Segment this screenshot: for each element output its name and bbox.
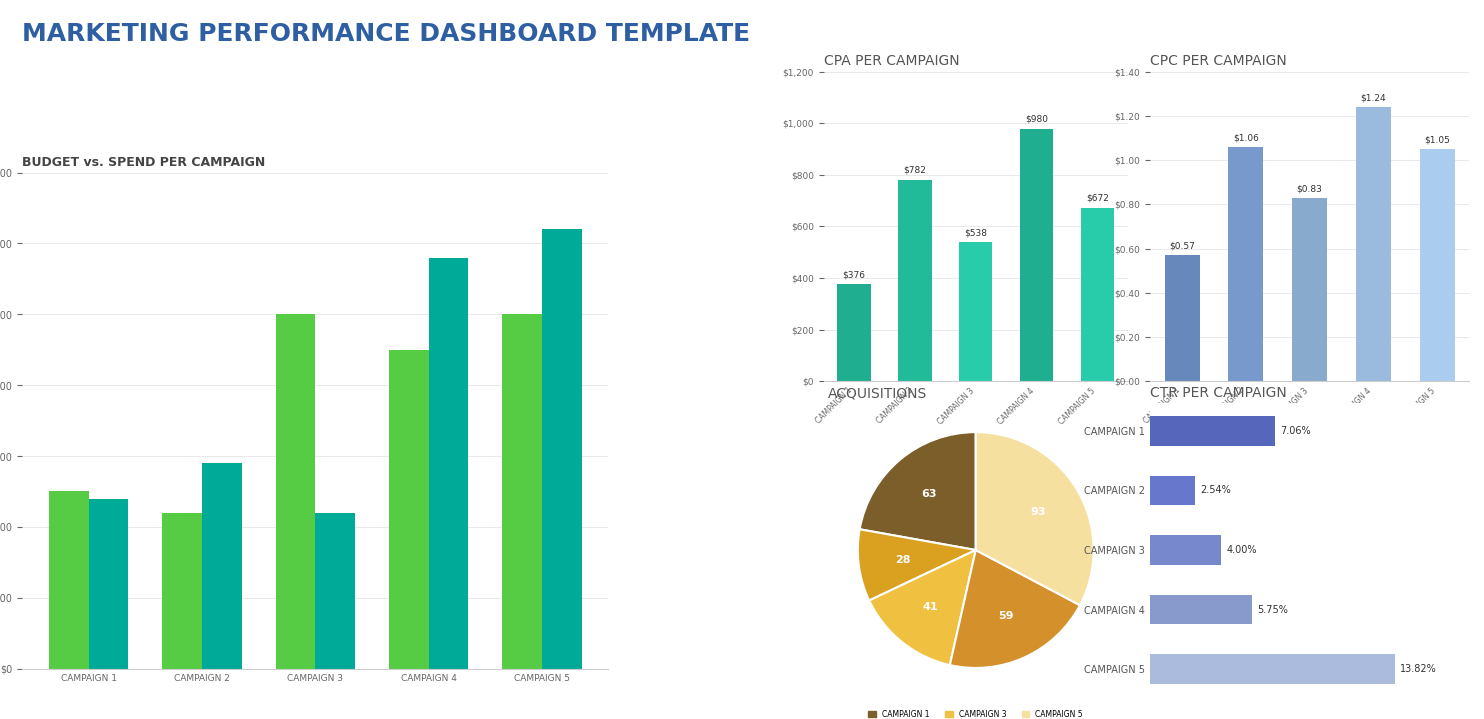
- Text: 284: 284: [696, 214, 736, 233]
- Text: $187,926: $187,926: [64, 134, 172, 155]
- Bar: [162, 513, 202, 669]
- Text: $980: $980: [1025, 114, 1048, 124]
- Text: 5.75%: 5.75%: [1257, 605, 1288, 615]
- Bar: [1150, 416, 1275, 446]
- Text: 13.82%: 13.82%: [1401, 664, 1437, 674]
- Text: CLICKS: CLICKS: [696, 362, 736, 372]
- Text: 2.54%: 2.54%: [1201, 485, 1232, 495]
- Bar: [1020, 129, 1054, 381]
- Bar: [1420, 150, 1454, 381]
- Text: 2668.71%: 2668.71%: [669, 664, 763, 682]
- Bar: [1080, 208, 1114, 381]
- Bar: [959, 242, 993, 381]
- Text: $0.57: $0.57: [1169, 242, 1195, 251]
- Text: 59: 59: [999, 611, 1014, 621]
- Text: ACQUISITIONS: ACQUISITIONS: [677, 183, 755, 193]
- Text: TOTAL SPEND: TOTAL SPEND: [77, 95, 159, 105]
- Text: 63: 63: [922, 489, 936, 499]
- Text: $0.83: $0.83: [1297, 184, 1322, 193]
- Text: 7.06%: 7.06%: [1281, 426, 1312, 436]
- Text: CLICK THROUGH RATE: CLICK THROUGH RATE: [660, 453, 772, 462]
- Text: -$12,074: -$12,074: [462, 134, 564, 155]
- Wedge shape: [976, 432, 1094, 605]
- Bar: [1165, 255, 1199, 381]
- Text: $662: $662: [692, 305, 741, 323]
- Bar: [89, 498, 128, 669]
- Text: 4.00%: 4.00%: [1226, 545, 1257, 555]
- Bar: [389, 349, 429, 669]
- Bar: [1293, 198, 1327, 381]
- Text: 5.89%: 5.89%: [684, 485, 748, 503]
- Text: 3,310,767: 3,310,767: [662, 124, 770, 143]
- Text: 93: 93: [1030, 508, 1046, 517]
- Bar: [429, 257, 469, 669]
- Text: CPA PER CAMPAIGN: CPA PER CAMPAIGN: [824, 54, 959, 68]
- Bar: [1229, 147, 1263, 381]
- Text: 41: 41: [922, 602, 938, 612]
- Wedge shape: [858, 529, 976, 600]
- Bar: [542, 229, 582, 669]
- Text: $672: $672: [1086, 194, 1109, 203]
- Text: CPC PER CAMPAIGN: CPC PER CAMPAIGN: [1150, 54, 1287, 68]
- Text: BUDGET vs. SPEND PER CAMPAIGN: BUDGET vs. SPEND PER CAMPAIGN: [22, 155, 266, 169]
- Bar: [1150, 595, 1252, 625]
- Text: $1.06: $1.06: [1233, 134, 1258, 142]
- Bar: [316, 513, 355, 669]
- Text: ACQUISITIONS: ACQUISITIONS: [828, 386, 928, 400]
- Text: $538: $538: [965, 229, 987, 237]
- Text: +  /  -: + / -: [497, 95, 528, 105]
- Bar: [276, 314, 316, 669]
- Bar: [898, 180, 932, 381]
- Text: 195,151: 195,151: [675, 395, 757, 413]
- Text: $1.05: $1.05: [1425, 136, 1450, 145]
- Bar: [503, 314, 542, 669]
- Bar: [49, 492, 89, 669]
- Text: $1.24: $1.24: [1361, 93, 1386, 103]
- Text: COST PER ACQUISITION: COST PER ACQUISITION: [656, 273, 776, 282]
- Legend: CAMPAIGN 1, CAMPAIGN 2, CAMPAIGN 3, CAMPAIGN 4, CAMPAIGN 5: CAMPAIGN 1, CAMPAIGN 2, CAMPAIGN 3, CAMP…: [865, 707, 1086, 719]
- Wedge shape: [950, 550, 1080, 668]
- Text: CTR PER CAMPAIGN: CTR PER CAMPAIGN: [1150, 386, 1287, 400]
- Text: COST PER CLICK: COST PER CLICK: [671, 543, 761, 552]
- Bar: [1150, 654, 1395, 684]
- Wedge shape: [870, 550, 976, 665]
- Text: OVERALL ROI: OVERALL ROI: [680, 633, 752, 643]
- Bar: [1150, 535, 1221, 565]
- Bar: [1356, 107, 1391, 381]
- Bar: [202, 463, 242, 669]
- Text: IMPRESSIONS: IMPRESSIONS: [678, 93, 754, 103]
- Text: MARKETING PERFORMANCE DASHBOARD TEMPLATE: MARKETING PERFORMANCE DASHBOARD TEMPLATE: [22, 22, 751, 45]
- Text: TOTAL BUDGET: TOTAL BUDGET: [272, 95, 359, 105]
- Bar: [1150, 475, 1195, 505]
- Text: $376: $376: [843, 270, 865, 279]
- Text: $0.96: $0.96: [687, 574, 745, 592]
- Text: $200,000: $200,000: [261, 134, 370, 155]
- Wedge shape: [859, 432, 976, 550]
- Bar: [837, 284, 871, 381]
- Text: 28: 28: [895, 555, 911, 564]
- Text: $782: $782: [904, 165, 926, 175]
